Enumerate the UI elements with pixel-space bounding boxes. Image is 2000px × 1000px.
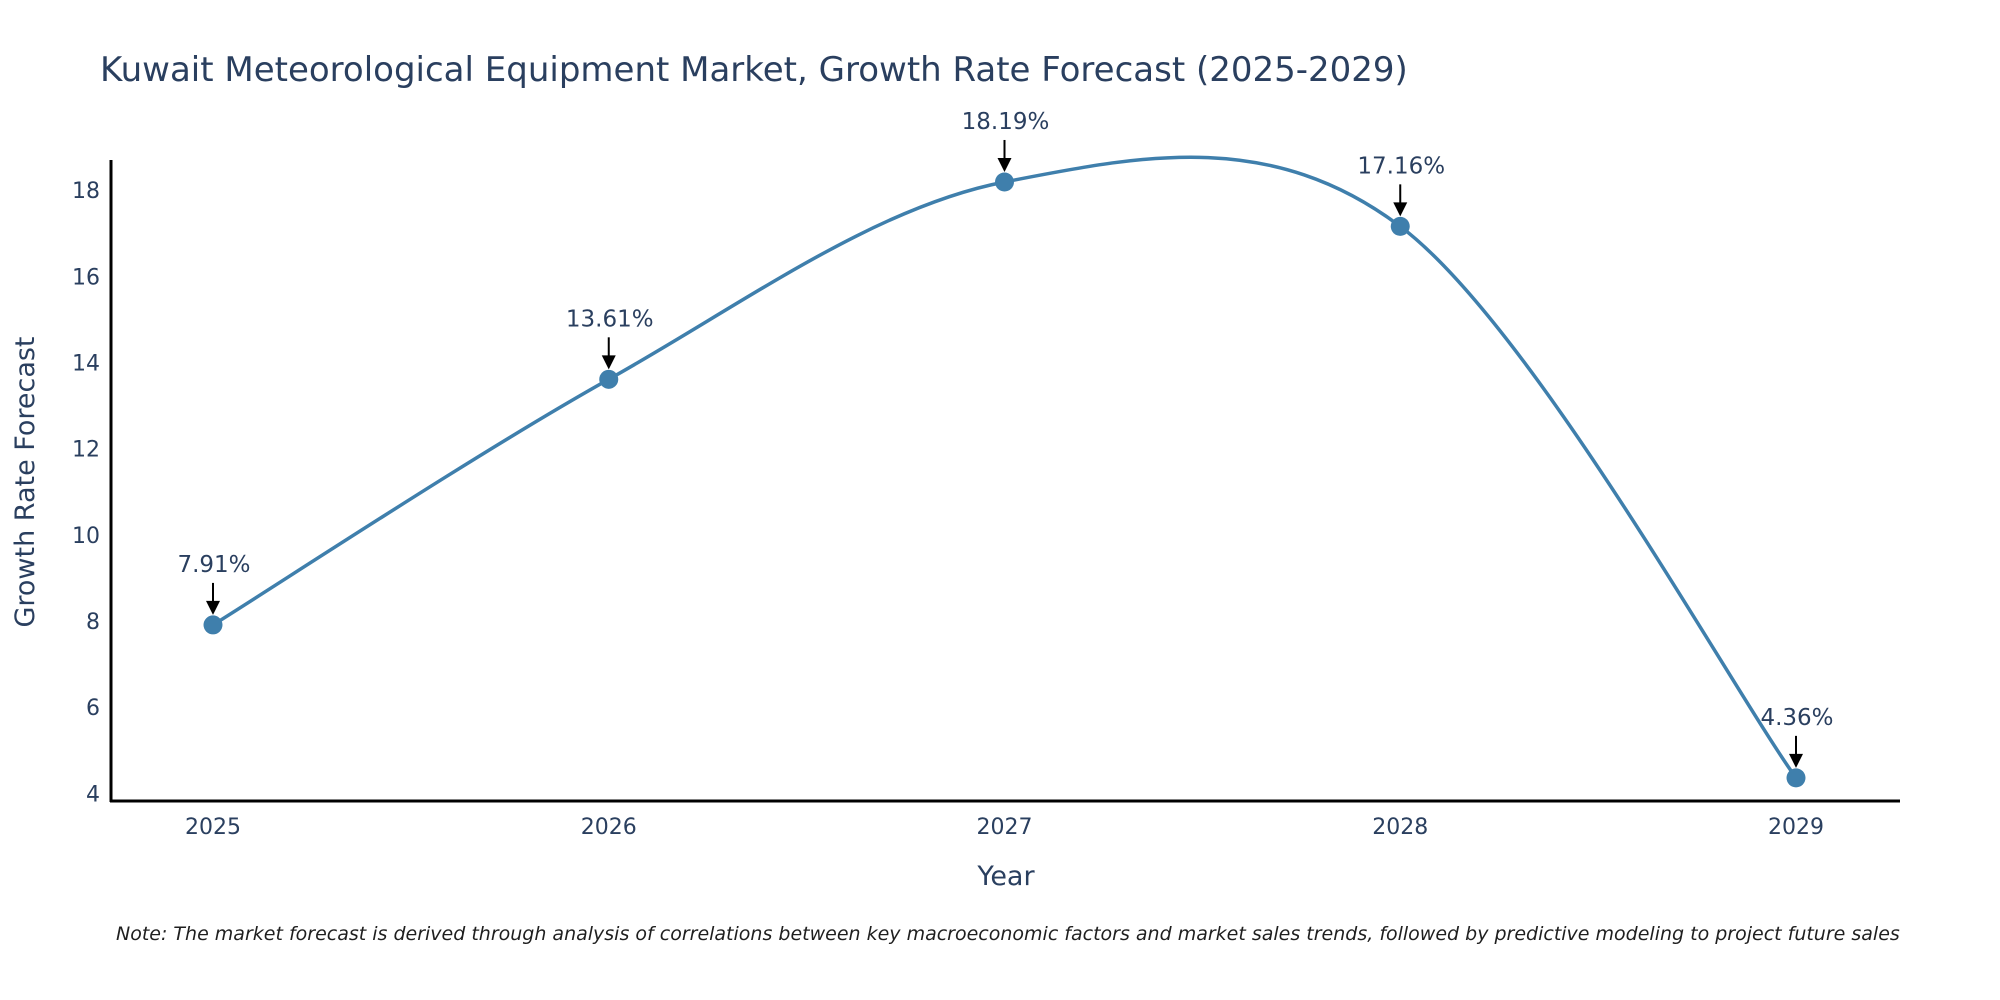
annotation-arrow-head <box>1393 202 1408 217</box>
data-label: 7.91% <box>177 552 250 578</box>
y-tick-label: 12 <box>72 438 100 463</box>
x-axis-title: Year <box>976 861 1035 892</box>
y-axis-ticks: 4 6 8 10 12 14 16 18 <box>72 179 100 807</box>
x-tick-label: 2025 <box>185 815 241 840</box>
data-label: 17.16% <box>1357 153 1445 179</box>
data-label: 13.61% <box>566 306 654 332</box>
data-point <box>1786 768 1806 788</box>
y-tick-label: 14 <box>72 352 100 377</box>
data-point <box>203 615 223 635</box>
annotation-arrow-head <box>206 600 220 615</box>
data-label: 18.19% <box>962 109 1050 135</box>
y-axis-title: Growth Rate Forecast <box>10 336 41 627</box>
series-line <box>211 155 1798 780</box>
data-points <box>203 172 1806 788</box>
annotation-arrow-head <box>997 157 1012 172</box>
data-annotations: 7.91% 13.61% 18.19% 17.16% 4.36% <box>177 109 1834 768</box>
y-tick-label: 10 <box>72 524 100 549</box>
chart-title: Kuwait Meteorological Equipment Market, … <box>100 50 1408 90</box>
data-point <box>599 369 619 389</box>
y-tick-label: 16 <box>72 265 100 290</box>
annotation-arrow-head <box>1789 753 1803 768</box>
data-point <box>995 172 1014 192</box>
y-tick-label: 8 <box>86 610 100 635</box>
data-point <box>1390 216 1410 236</box>
data-label: 4.36% <box>1760 705 1833 731</box>
x-axis-ticks: 2025 2026 2027 2028 2029 <box>185 815 1824 840</box>
annotation-arrow-head <box>601 355 616 370</box>
y-tick-label: 4 <box>86 782 100 807</box>
x-tick-label: 2027 <box>977 815 1033 840</box>
x-tick-label: 2026 <box>581 815 637 840</box>
y-tick-label: 6 <box>86 696 100 721</box>
x-tick-label: 2028 <box>1372 815 1428 840</box>
y-tick-label: 18 <box>72 179 100 204</box>
x-tick-label: 2029 <box>1768 815 1824 840</box>
footnote: Note: The market forecast is derived thr… <box>116 923 1900 945</box>
